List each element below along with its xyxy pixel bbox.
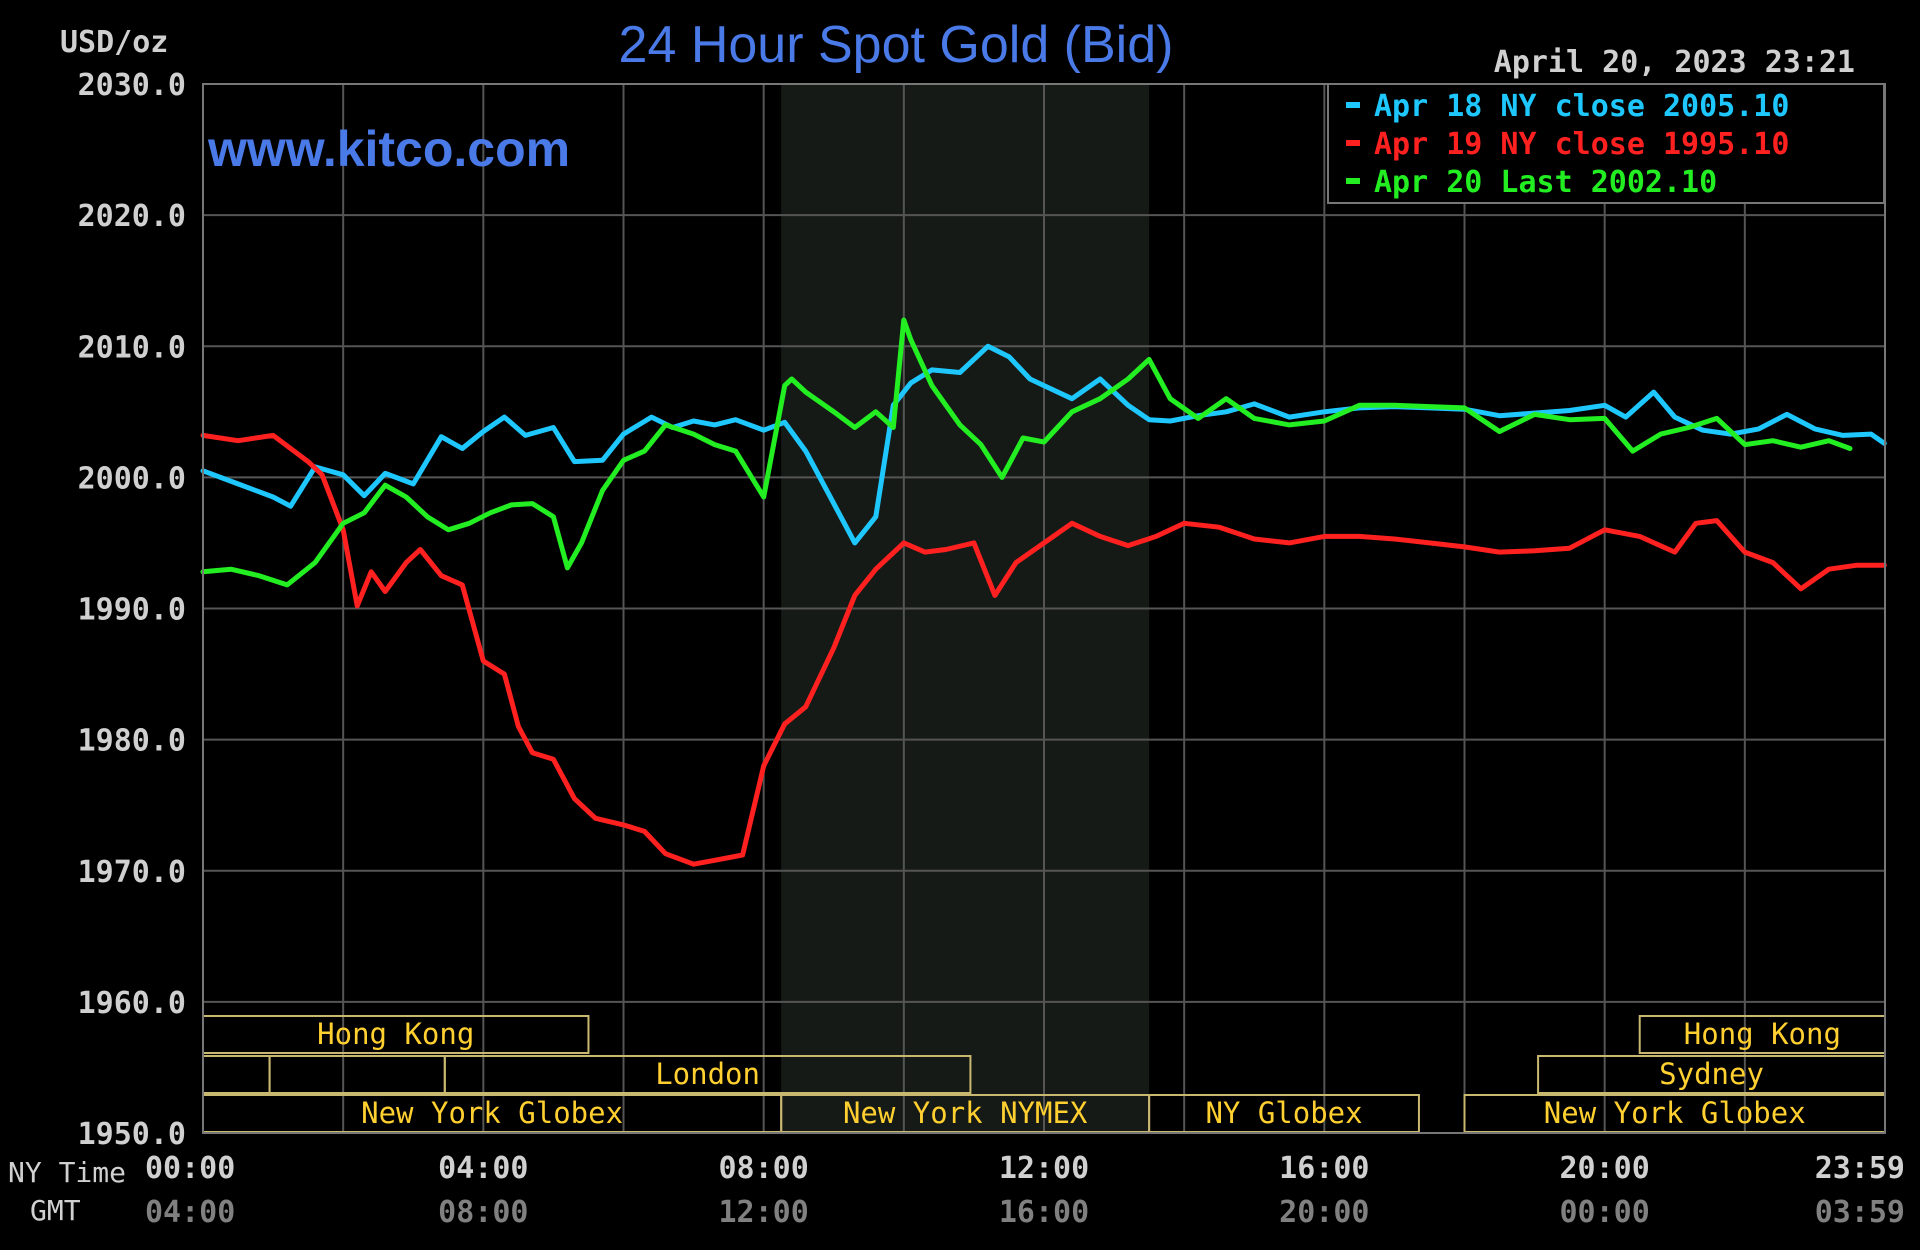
grid-lines [203,84,1885,1133]
session-label: New York NYMEX [843,1096,1088,1130]
legend-swatch [1346,102,1360,108]
x-tick-label-gmt: 00:00 [1560,1195,1650,1230]
y-axis-unit-label: USD/oz [60,25,168,60]
y-tick-label: 1970.0 [78,855,186,890]
x-tick-label-ny: 04:00 [438,1151,528,1186]
session-label: Sydney [1659,1057,1764,1091]
y-tick-label: 2030.0 [78,68,186,103]
legend-entry: Apr 20 Last 2002.10 [1374,165,1717,200]
session-label: New York Globex [361,1096,623,1130]
x-tick-label-gmt: 16:00 [999,1195,1089,1230]
chart-title: 24 Hour Spot Gold (Bid) [619,16,1174,74]
plot-frame [202,83,1886,1134]
session-label: Hong Kong [1684,1017,1841,1051]
legend-entry: Apr 19 NY close 1995.10 [1374,127,1789,162]
x-tick-label-ny: 12:00 [999,1151,1089,1186]
y-tick-label: 1990.0 [78,593,186,628]
y-tick-label: 2020.0 [78,199,186,234]
x-tick-label-gmt: 08:00 [438,1195,528,1230]
legend-box [1327,83,1885,204]
trading-sessions: Hong Kong London New York Globex New York N… [202,1015,1887,1133]
gmt-label: GMT [30,1194,81,1227]
x-tick-label-ny: 20:00 [1560,1151,1650,1186]
session-bar [443,1055,972,1094]
timestamp: April 20, 2023 23:21 [1494,45,1855,80]
legend-swatch [1346,178,1360,184]
legend-swatch [1346,140,1360,146]
session-label: Hong Kong [317,1017,474,1051]
y-tick-label: 2010.0 [78,330,186,365]
session-label: London [655,1057,760,1091]
session-label: NY Globex [1205,1096,1362,1130]
y-tick-label: 1960.0 [78,986,186,1021]
y-tick-label: 1950.0 [78,1117,186,1152]
y-tick-label: 1980.0 [78,724,186,759]
series-line [200,343,1887,546]
ny-time-label: NY Time [8,1156,126,1189]
x-tick-label-gmt: 04:00 [145,1195,235,1230]
x-axis-tick-labels: 00:00 04:00 04:00 08:00 08:00 12:00 12:00 16:00… [145,1151,1905,1230]
session-label: New York Globex [1544,1096,1806,1130]
x-tick-label-ny: 08:00 [719,1151,809,1186]
price-series [200,317,1887,867]
series-line [200,317,1853,588]
x-tick-label-gmt: 03:59 [1815,1195,1905,1230]
x-tick-label-ny: 00:00 [145,1151,235,1186]
x-tick-label-ny: 23:59 [1815,1151,1905,1186]
y-axis-tick-labels: 2030.0 2020.0 2010.0 2000.0 1990.0 1980.0 1970… [78,68,186,1152]
legend-entry: Apr 18 NY close 2005.10 [1374,89,1789,124]
series-line [200,432,1887,867]
x-tick-label-gmt: 12:00 [719,1195,809,1230]
x-tick-label-ny: 16:00 [1279,1151,1369,1186]
y-tick-label: 2000.0 [78,461,186,496]
watermark-url: www.kitco.com [207,121,570,177]
x-tick-label-gmt: 20:00 [1279,1195,1369,1230]
